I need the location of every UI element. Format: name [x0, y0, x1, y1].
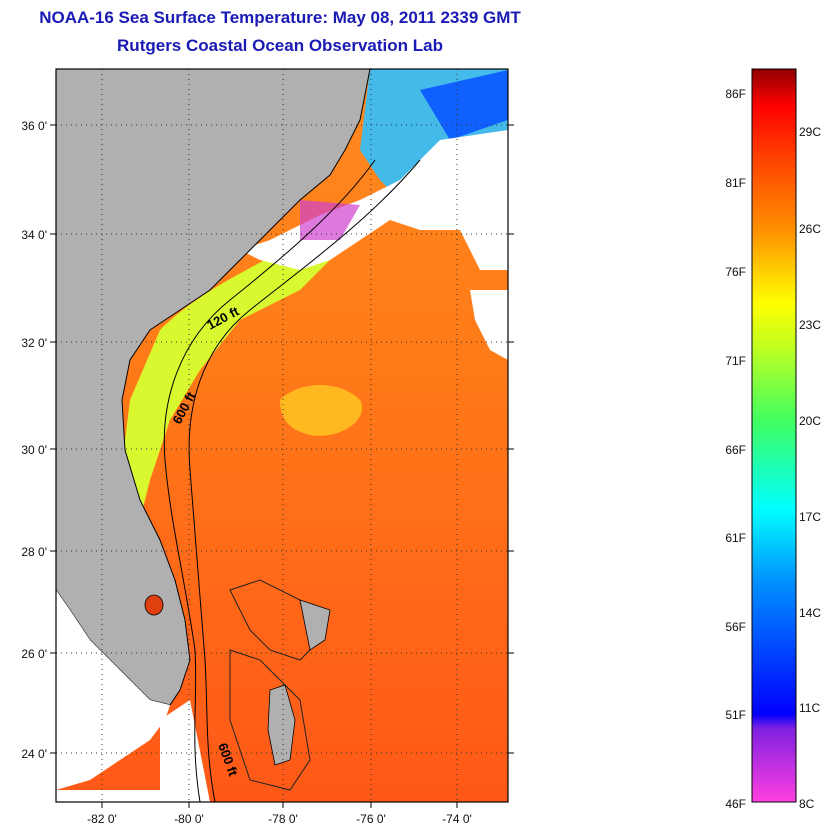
colorbar-c-label: 29C [799, 125, 821, 139]
colorbar-f-label: 56F [725, 620, 746, 634]
lat-label: 26 0' [21, 647, 47, 661]
graticule [56, 69, 508, 802]
lon-label: -74 0' [442, 812, 472, 826]
longitude-labels: -82 0' -80 0' -78 0' -76 0' -74 0' [87, 812, 472, 826]
colorbar-c-label: 8C [799, 797, 815, 811]
lake-okeechobee [144, 594, 164, 616]
colorbar [751, 68, 797, 803]
colorbar-f-label: 81F [725, 176, 746, 190]
colorbar-f-label: 86F [725, 87, 746, 101]
colorbar-c-label: 23C [799, 318, 821, 332]
colorbar-f-label: 66F [725, 443, 746, 457]
lat-label: 24 0' [21, 747, 47, 761]
latitude-labels: 36 0' 34 0' 32 0' 30 0' 28 0' 26 0' 24 0… [21, 119, 47, 761]
cold-water-patch [420, 70, 508, 140]
lon-label: -76 0' [356, 812, 386, 826]
colorbar-f-label: 71F [725, 354, 746, 368]
colorbar-celsius-labels: 29C 26C 23C 20C 17C 14C 11C 8C [799, 125, 821, 811]
cloud-cover-east [470, 290, 508, 360]
colorbar-f-label: 51F [725, 708, 746, 722]
contour-120ft [163, 159, 376, 802]
bahamas-bank-south [229, 649, 311, 791]
cloud-edge [300, 200, 360, 240]
colorbar-c-label: 17C [799, 510, 821, 524]
abaco-island [299, 599, 331, 651]
contour-600ft [188, 159, 421, 802]
colorbar-fahrenheit-labels: 86F 81F 76F 71F 66F 61F 56F 51F 46F [725, 87, 746, 811]
no-data-florida-bay [160, 700, 210, 802]
colorbar-c-label: 20C [799, 414, 821, 428]
lat-label: 30 0' [21, 443, 47, 457]
lat-label: 34 0' [21, 228, 47, 242]
andros-island [267, 684, 296, 766]
axis-ticks [50, 124, 514, 808]
lat-label: 28 0' [21, 545, 47, 559]
lon-label: -80 0' [174, 812, 204, 826]
colorbar-f-label: 76F [725, 265, 746, 279]
colorbar-c-label: 14C [799, 606, 821, 620]
colorbar-c-label: 11C [799, 701, 820, 715]
colorbar-f-label: 46F [725, 797, 746, 811]
no-data-south [56, 590, 170, 790]
colorbar-f-label: 61F [725, 531, 746, 545]
map-area: 120 ft 600 ft 600 ft [56, 69, 508, 802]
map-title: NOAA-16 Sea Surface Temperature: May 08,… [39, 8, 521, 27]
lon-label: -82 0' [87, 812, 117, 826]
warm-eddy [280, 385, 362, 436]
lat-label: 32 0' [21, 336, 47, 350]
map-subtitle: Rutgers Coastal Ocean Observation Lab [117, 36, 443, 55]
lat-label: 36 0' [21, 119, 47, 133]
map-frame [55, 68, 509, 803]
lon-label: -78 0' [268, 812, 298, 826]
colorbar-c-label: 26C [799, 222, 821, 236]
